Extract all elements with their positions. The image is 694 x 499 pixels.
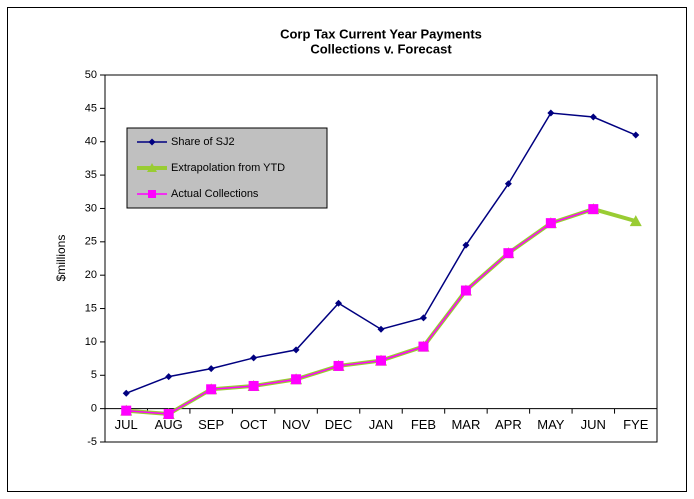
marker (418, 341, 429, 352)
x-tick-label: FYE (623, 417, 649, 432)
y-tick-label: 5 (91, 369, 97, 381)
marker (207, 365, 215, 373)
marker (462, 241, 470, 249)
marker (376, 355, 386, 366)
marker (632, 131, 640, 139)
x-tick-label: NOV (282, 417, 311, 432)
chart-title: Corp Tax Current Year Payments (280, 26, 482, 41)
y-tick-label: 25 (85, 236, 97, 248)
x-tick-label: FEB (411, 417, 436, 432)
x-tick-label: MAR (451, 417, 480, 432)
x-tick-label: JAN (369, 417, 394, 432)
x-tick-label: SEP (198, 417, 224, 432)
chart-subtitle: Collections v. Forecast (310, 41, 452, 56)
marker (335, 299, 343, 307)
marker (165, 373, 173, 381)
y-tick-label: 35 (85, 169, 97, 181)
marker (206, 384, 217, 395)
y-axis-label: $millions (54, 235, 68, 282)
legend-label: Extrapolation from YTD (171, 162, 285, 174)
series-line (126, 208, 594, 415)
marker (545, 218, 556, 229)
legend-marker (148, 190, 156, 198)
x-tick-label: AUG (155, 417, 183, 432)
marker (419, 314, 427, 322)
legend-marker (148, 138, 156, 146)
plot-area (104, 74, 658, 443)
y-tick-label: 15 (85, 302, 97, 314)
y-tick-label: 30 (85, 202, 97, 214)
y-tick-label: 45 (85, 102, 97, 114)
marker (163, 408, 174, 419)
marker (629, 215, 642, 227)
x-tick-label: JUN (581, 417, 606, 432)
marker (504, 180, 512, 188)
marker (588, 204, 599, 215)
y-tick-label: -5 (87, 436, 97, 448)
marker (250, 354, 258, 362)
legend-label: Actual Collections (171, 188, 259, 200)
marker (460, 285, 471, 296)
x-tick-label: APR (495, 417, 522, 432)
marker (121, 405, 132, 416)
marker (248, 380, 259, 391)
x-tick-label: MAY (537, 417, 565, 432)
legend-marker (147, 163, 157, 172)
y-tick-label: 40 (85, 136, 97, 148)
marker (377, 325, 385, 333)
marker (547, 109, 555, 117)
marker (589, 113, 597, 121)
y-tick-label: 10 (85, 336, 97, 348)
y-tick-label: 0 (91, 403, 97, 415)
marker (503, 248, 514, 259)
y-tick-label: 20 (85, 269, 97, 281)
x-tick-label: OCT (240, 417, 268, 432)
x-tick-label: DEC (325, 417, 352, 432)
marker (292, 346, 300, 354)
chart-frame (7, 7, 687, 492)
y-tick-label: 50 (85, 69, 97, 81)
marker (291, 374, 302, 385)
marker (122, 389, 130, 397)
legend-label: Share of SJ2 (171, 136, 235, 148)
marker (333, 360, 344, 371)
x-tick-label: JUL (115, 417, 138, 432)
